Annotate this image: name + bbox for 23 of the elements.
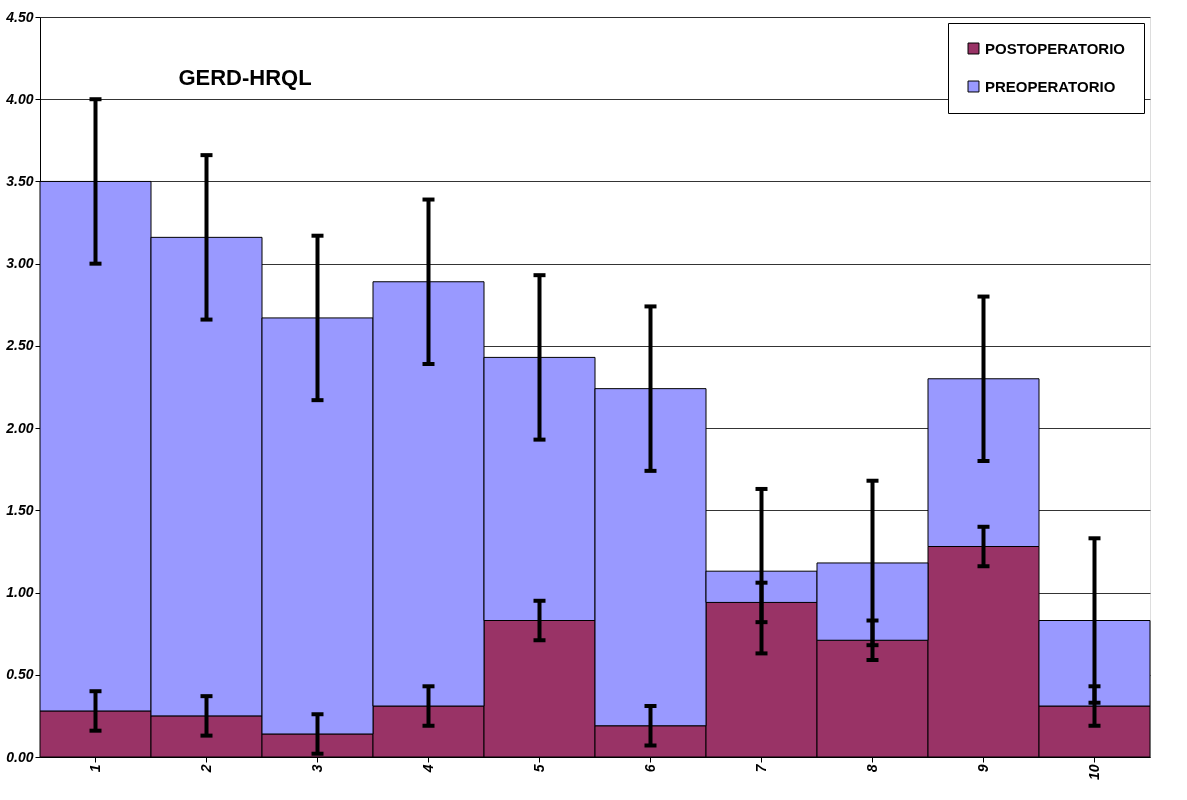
x-tick-label: 2: [197, 764, 214, 774]
y-tick-label: 3.00: [6, 255, 34, 272]
x-tick-label: 7: [752, 763, 769, 773]
x-tick-label: 6: [641, 764, 658, 773]
y-tick-label: 2.00: [5, 419, 34, 436]
x-tick-label: 1: [86, 764, 103, 773]
legend-label: POSTOPERATORIO: [985, 39, 1126, 57]
x-tick-label: 8: [863, 764, 880, 773]
text: GERD-HRQL: [178, 65, 312, 90]
y-tick-label: 4.00: [5, 90, 34, 107]
y-tick-label: 1.00: [6, 584, 34, 601]
x-tick-label: 9: [974, 764, 991, 773]
x-tick-label: 5: [530, 764, 547, 773]
y-tick-label: 1.50: [6, 501, 34, 518]
y-tick-label: 2.50: [5, 337, 34, 354]
y-tick-label: 0.50: [6, 666, 34, 683]
y-tick-label: 4.50: [5, 8, 34, 25]
x-tick-label: 3: [308, 764, 325, 773]
legend-label: PREOPERATORIO: [985, 77, 1116, 95]
y-tick-label: 0.00: [6, 748, 34, 765]
y-tick-label: 3.50: [6, 172, 34, 189]
x-tick-label: 10: [1085, 764, 1102, 781]
x-tick-label: 4: [419, 764, 436, 774]
